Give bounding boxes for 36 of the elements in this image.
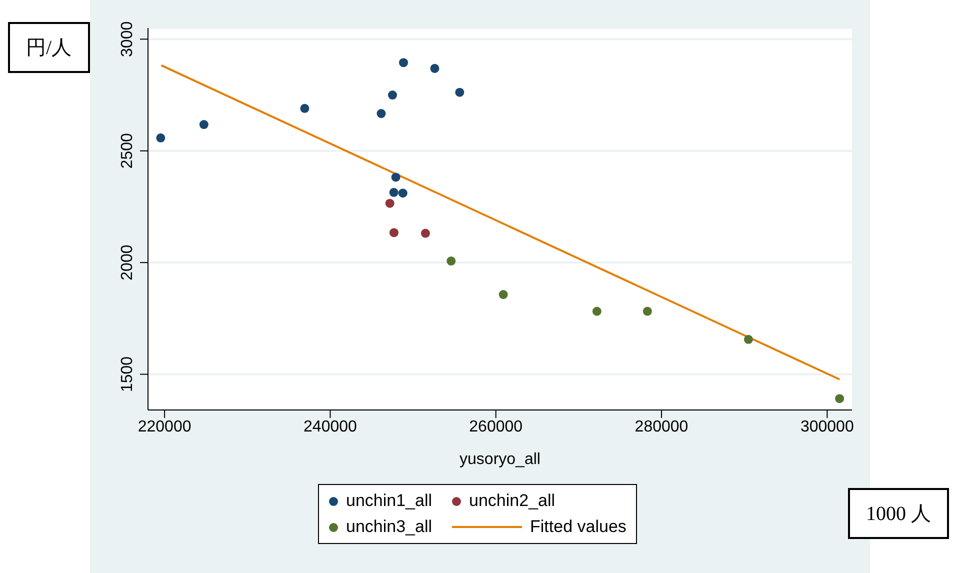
point — [498, 290, 508, 300]
point — [376, 109, 386, 118]
y-tick-label: 3000 — [119, 21, 136, 57]
point — [446, 256, 456, 266]
x-axis-title: yusoryo_all — [460, 451, 540, 468]
legend-label: unchin1_all — [346, 491, 432, 511]
y-tick-label: 2500 — [119, 132, 136, 169]
point — [420, 228, 430, 238]
point — [430, 64, 440, 73]
y-tick-label: 1500 — [119, 356, 136, 392]
legend-label: unchin2_all — [469, 491, 556, 511]
point — [156, 133, 166, 142]
x-tick-label: 280000 — [634, 418, 688, 436]
x-tick-label: 220000 — [138, 418, 192, 436]
point — [455, 88, 464, 97]
point — [592, 306, 602, 316]
point — [199, 120, 208, 130]
legend-label: Fitted values — [530, 517, 626, 537]
x-tick-label: 260000 — [469, 418, 523, 436]
text: 1000 人 — [848, 488, 949, 539]
point — [642, 306, 652, 316]
point — [744, 334, 753, 344]
point — [391, 172, 400, 182]
point — [835, 394, 844, 404]
text: 円/人 — [8, 22, 90, 73]
x-tick-label: 300000 — [800, 418, 854, 436]
legend-label: unchin3_all — [346, 517, 432, 537]
y-tick-label: 2000 — [119, 244, 136, 280]
point — [300, 104, 310, 113]
point — [385, 198, 394, 208]
point — [398, 58, 408, 68]
point — [389, 188, 398, 197]
point — [388, 90, 398, 100]
point — [398, 188, 408, 198]
x-tick-label: 240000 — [304, 418, 358, 436]
point — [389, 228, 398, 238]
